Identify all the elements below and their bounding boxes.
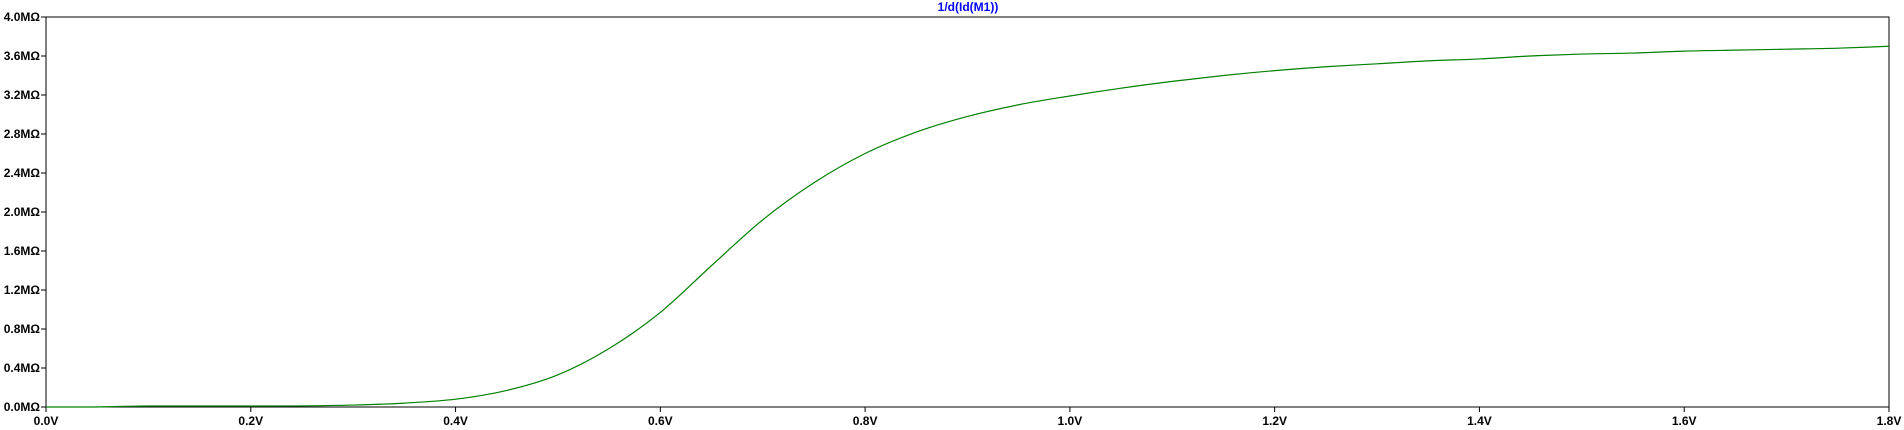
plot-frame [45,16,1890,408]
trace-point [250,405,251,406]
x-tick-label: 0.8V [853,414,878,428]
trace-point [1684,51,1685,52]
trace-point [1274,70,1275,71]
trace-title[interactable]: 1/d(Id(M1)) [938,0,999,14]
trace-point [1376,63,1377,64]
trace-point [353,404,354,405]
y-tick-label: 0.4MΩ [4,361,41,375]
trace-point [1581,53,1582,54]
y-tick-label: 0.8MΩ [4,322,41,336]
x-axis: 0.0V 0.2V 0.4V 0.6V 0.8V 1.0V 1.2V 1.4V 1.6V 1.8V [34,407,1902,428]
y-tick-label: 4.0MΩ [4,10,41,24]
x-tick-label: 1.2V [1262,414,1287,428]
trace-point [1888,46,1889,47]
trace-point [609,348,610,349]
trace-point [711,265,712,266]
plot-area [45,45,1890,408]
trace-point [762,219,763,220]
trace-point [1735,50,1736,51]
trace-line[interactable] [45,45,1890,408]
trace-point [1632,52,1633,53]
trace-point [1786,49,1787,50]
trace-point [1428,60,1429,61]
trace-point [455,399,456,400]
trace-point [1479,58,1480,59]
x-tick-label: 1.4V [1467,414,1492,428]
trace-point [813,182,814,183]
trace-point [557,374,558,375]
y-tick-label: 0.0MΩ [4,400,41,414]
x-tick-label: 0.2V [238,414,263,428]
x-tick-label: 1.8V [1877,414,1902,428]
trace-point [865,153,866,154]
trace-point [967,116,968,117]
trace-point [148,405,149,406]
trace-point [916,131,917,132]
trace-point [1223,75,1224,76]
y-tick-label: 1.6MΩ [4,244,41,258]
trace-point [1172,81,1173,82]
y-axis: 4.0MΩ 3.6MΩ 3.2MΩ 2.8MΩ 2.4MΩ 2.0MΩ 1.6MΩ 1.2MΩ… [4,10,46,414]
trace-point [660,312,661,313]
x-tick-label: 0.4V [443,414,468,428]
x-tick-label: 0.6V [648,414,673,428]
trace-point [1120,88,1121,89]
y-tick-label: 2.8MΩ [4,127,41,141]
x-tick-label: 1.0V [1058,414,1083,428]
trace-point [404,403,405,404]
x-tick-label: 0.0V [34,414,59,428]
trace-point [1837,48,1838,49]
trace-point [86,406,87,407]
trace-point [1069,95,1070,96]
y-tick-label: 3.6MΩ [4,49,41,63]
trace-point [506,390,507,391]
x-tick-label: 1.6V [1672,414,1697,428]
trace-point [1530,55,1531,56]
y-tick-label: 1.2MΩ [4,283,41,297]
trace-point [1018,104,1019,105]
trace-point [45,406,46,407]
trace-point [1325,66,1326,67]
y-tick-label: 2.4MΩ [4,166,41,180]
y-tick-label: 3.2MΩ [4,88,41,102]
y-tick-label: 2.0MΩ [4,205,41,219]
